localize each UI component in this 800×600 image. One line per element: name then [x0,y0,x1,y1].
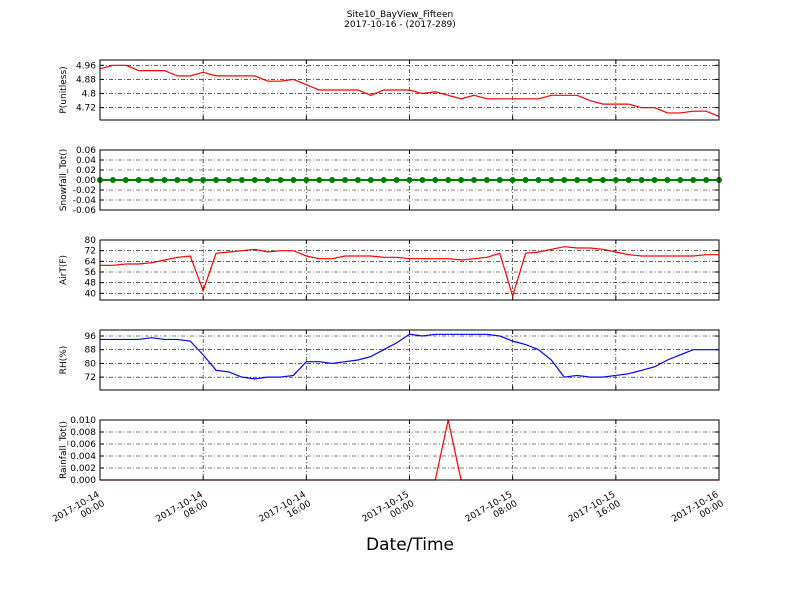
y-tick-label: -0.02 [73,186,96,196]
y-tick-label: 0.010 [70,416,96,426]
y-axis-label: P(unitless) [59,66,69,113]
y-axis-label: Snowfall_Tot() [59,149,69,212]
marker [445,177,452,183]
marker [277,177,284,183]
marker [625,177,632,183]
marker [406,177,413,183]
marker [574,177,581,183]
marker [432,177,439,183]
marker [612,177,619,183]
y-tick-label: 80 [85,359,97,369]
marker [135,177,142,183]
marker [483,177,490,183]
y-tick-label: 0.06 [76,146,96,156]
y-tick-label: 72 [85,247,96,257]
marker [677,177,684,183]
marker [458,177,465,183]
marker [122,177,129,183]
y-tick-label: 0.02 [76,166,96,176]
y-tick-label: 88 [85,346,97,356]
marker [587,177,594,183]
marker [329,177,336,183]
marker [690,177,697,183]
marker [638,177,645,183]
series-line [100,333,719,380]
marker [393,177,400,183]
marker [225,177,232,183]
y-tick-label: -0.06 [73,206,97,216]
marker [509,177,516,183]
marker [264,177,271,183]
marker [522,177,529,183]
y-tick-label: 0.004 [70,452,96,462]
marker [303,177,310,183]
y-tick-label: 0.04 [76,156,96,166]
plot-frame [99,149,720,211]
marker [354,177,361,183]
chart-subtitle: 2017-10-16 - (2017-289) [344,20,456,30]
plot-frame [99,419,720,481]
chart-title: Site10_BayView_Fifteen [347,10,453,20]
y-tick-label: 0.002 [70,464,96,474]
marker [599,177,606,183]
y-axis-label: AirT(F) [59,255,69,285]
y-tick-label: 0.006 [70,440,96,450]
marker [419,177,426,183]
marker [213,177,220,183]
y-tick-label: 0.00 [76,176,96,186]
marker [174,177,181,183]
marker [380,177,387,183]
y-tick-label: 48 [85,279,97,289]
marker [109,177,116,183]
marker [290,177,297,183]
marker [187,177,194,183]
y-tick-label: 0.008 [70,428,96,438]
plot-frame [99,329,720,391]
marker [703,177,710,183]
y-tick-label: 40 [85,289,97,299]
marker [367,177,374,183]
y-tick-label: 72 [85,373,96,383]
series-line [99,64,720,118]
marker [664,177,671,183]
y-tick-label: 4.88 [76,75,96,85]
marker [316,177,323,183]
marker [470,177,477,183]
marker [548,177,555,183]
plot-frame [99,239,720,301]
x-axis-label: Date/Time [366,535,454,555]
y-tick-label: 96 [85,332,97,342]
marker [561,177,568,183]
y-tick-label: 0.000 [70,476,96,486]
marker [251,177,258,183]
y-axis-label: RH(%) [59,346,69,375]
marker [496,177,503,183]
marker [161,177,168,183]
marker [342,177,349,183]
marker [535,177,542,183]
y-tick-label: 4.96 [76,61,96,71]
y-axis-label: Rainfall_Tot() [59,421,69,479]
y-tick-label: 80 [85,236,97,246]
y-tick-label: -0.04 [73,196,97,206]
y-tick-label: 64 [85,257,97,267]
marker [651,177,658,183]
y-tick-label: 56 [85,268,97,278]
plot-frame [99,59,720,121]
y-tick-label: 4.8 [82,90,97,100]
marker [200,177,207,183]
marker [148,177,155,183]
series-line [100,246,719,299]
marker [238,177,245,183]
y-tick-label: 4.72 [76,104,96,114]
